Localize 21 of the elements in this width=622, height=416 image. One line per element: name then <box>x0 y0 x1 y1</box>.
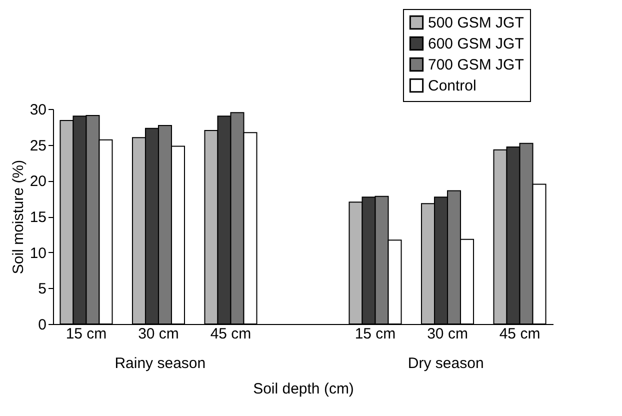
x-tick-label: 45 cm <box>210 326 252 342</box>
y-tick-label: 25 <box>30 137 46 154</box>
x-tick-label: 15 cm <box>66 326 107 342</box>
text: Dry season <box>408 355 484 372</box>
y-axis-title: Soil moisture (%) <box>10 160 27 274</box>
x-tick-label: 15 cm <box>354 326 396 342</box>
legend-label: 500 GSM JGT <box>428 14 524 32</box>
y-tick-label: 15 <box>30 209 46 226</box>
x-tick-label: 30 cm <box>427 326 468 342</box>
x-tick-label: 30 cm <box>138 326 179 342</box>
x-axis-title: Soil depth (cm) <box>253 380 354 398</box>
y-tick-label: 0 <box>38 316 46 334</box>
legend-label: Control <box>428 78 476 94</box>
y-tick-label: 30 <box>30 102 46 118</box>
legend-label: 700 GSM JGT <box>428 56 524 74</box>
y-tick-label: 20 <box>30 173 46 190</box>
x-tick-label: 45 cm <box>499 326 540 342</box>
text: Rainy season <box>114 355 206 372</box>
y-tick-label: 5 <box>38 280 46 298</box>
legend-label: 600 GSM JGT <box>428 36 524 52</box>
y-tick-label: 10 <box>30 244 46 262</box>
